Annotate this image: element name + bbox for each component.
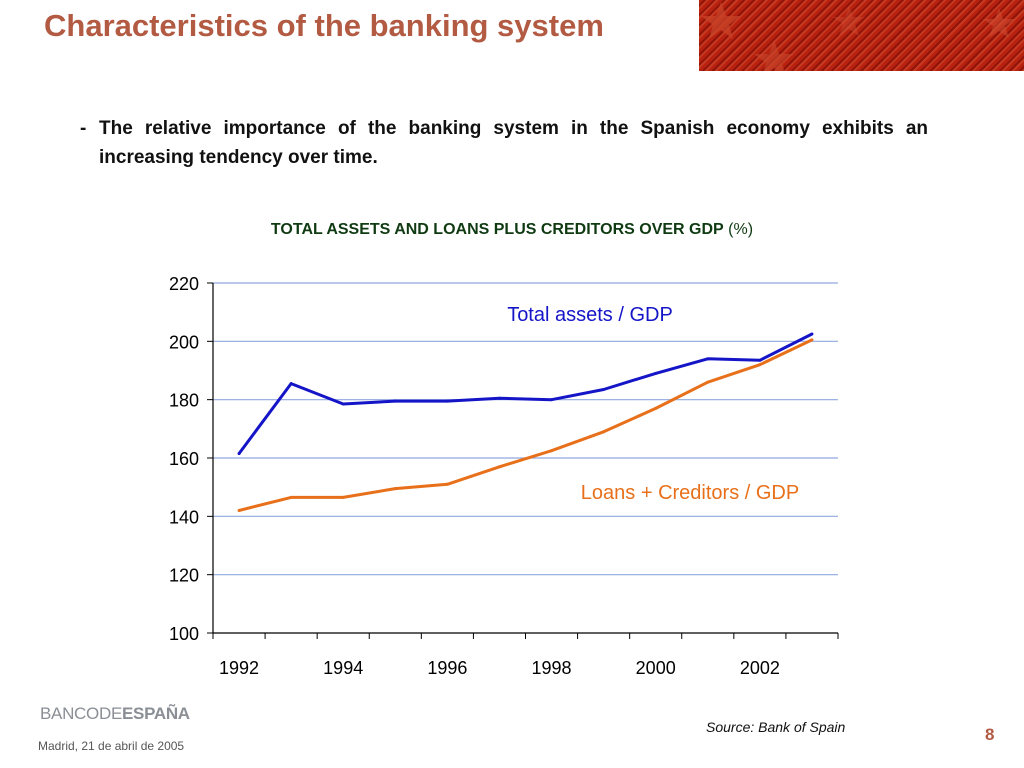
data-point xyxy=(550,398,554,402)
chart-title-unit: (%) xyxy=(728,221,754,238)
data-point xyxy=(706,357,710,361)
data-point xyxy=(810,338,814,342)
data-point xyxy=(289,382,293,386)
x-tick-label: 1992 xyxy=(219,658,259,678)
series-line-loans-creditors xyxy=(238,338,813,512)
y-tick-label: 180 xyxy=(169,391,199,411)
y-tick-label: 120 xyxy=(169,566,199,586)
data-point xyxy=(758,363,762,367)
logo-banco: BANCO xyxy=(40,704,99,723)
data-point xyxy=(810,332,814,336)
x-tick-label: 2000 xyxy=(636,658,676,678)
y-tick-label: 140 xyxy=(169,507,199,527)
data-point xyxy=(654,371,658,375)
data-point xyxy=(341,402,345,406)
data-point xyxy=(341,495,345,499)
logo-de: DE xyxy=(98,704,122,723)
data-point xyxy=(445,399,449,403)
y-tick-label: 220 xyxy=(169,274,199,294)
data-point xyxy=(602,430,606,434)
series-label: Total assets / GDP xyxy=(507,304,673,326)
source-note: Source: Bank of Spain xyxy=(706,719,846,735)
y-tick-label: 160 xyxy=(169,449,199,469)
y-tick-label: 200 xyxy=(169,332,199,352)
bullet-dash: - xyxy=(80,118,87,139)
logo-espana: ESPAÑA xyxy=(122,704,190,723)
x-tick-label: 1994 xyxy=(323,658,363,678)
data-point xyxy=(237,452,241,456)
data-point xyxy=(497,465,501,469)
x-tick-label: 1996 xyxy=(427,658,467,678)
data-point xyxy=(393,487,397,491)
page-number: 8 xyxy=(985,725,995,744)
chart-title-main: TOTAL ASSETS AND LOANS PLUS CREDITORS OV… xyxy=(270,221,724,238)
data-point xyxy=(393,399,397,403)
data-point xyxy=(445,482,449,486)
data-point xyxy=(654,406,658,410)
series-label: Loans + Creditors / GDP xyxy=(581,482,799,504)
stars-decoration xyxy=(701,2,1015,71)
series-line-total-assets xyxy=(237,332,813,455)
x-tick-label: 2002 xyxy=(740,658,780,678)
data-point xyxy=(602,387,606,391)
chart-title: TOTAL ASSETS AND LOANS PLUS CREDITORS OV… xyxy=(0,221,1024,239)
bullet-text: The relative importance of the banking s… xyxy=(99,118,928,168)
data-point xyxy=(706,380,710,384)
data-point xyxy=(758,358,762,362)
data-point xyxy=(497,396,501,400)
flag-banner-image xyxy=(699,0,1024,71)
x-tick-label: 1998 xyxy=(532,658,572,678)
data-point xyxy=(550,449,554,453)
slide-title: Characteristics of the banking system xyxy=(44,8,604,43)
footer-date: Madrid, 21 de abril de 2005 xyxy=(38,739,185,753)
y-tick-label: 100 xyxy=(169,624,199,644)
banco-de-espana-logo: BANCODEESPAÑA xyxy=(40,704,190,724)
data-point xyxy=(237,509,241,512)
data-point xyxy=(289,495,293,499)
